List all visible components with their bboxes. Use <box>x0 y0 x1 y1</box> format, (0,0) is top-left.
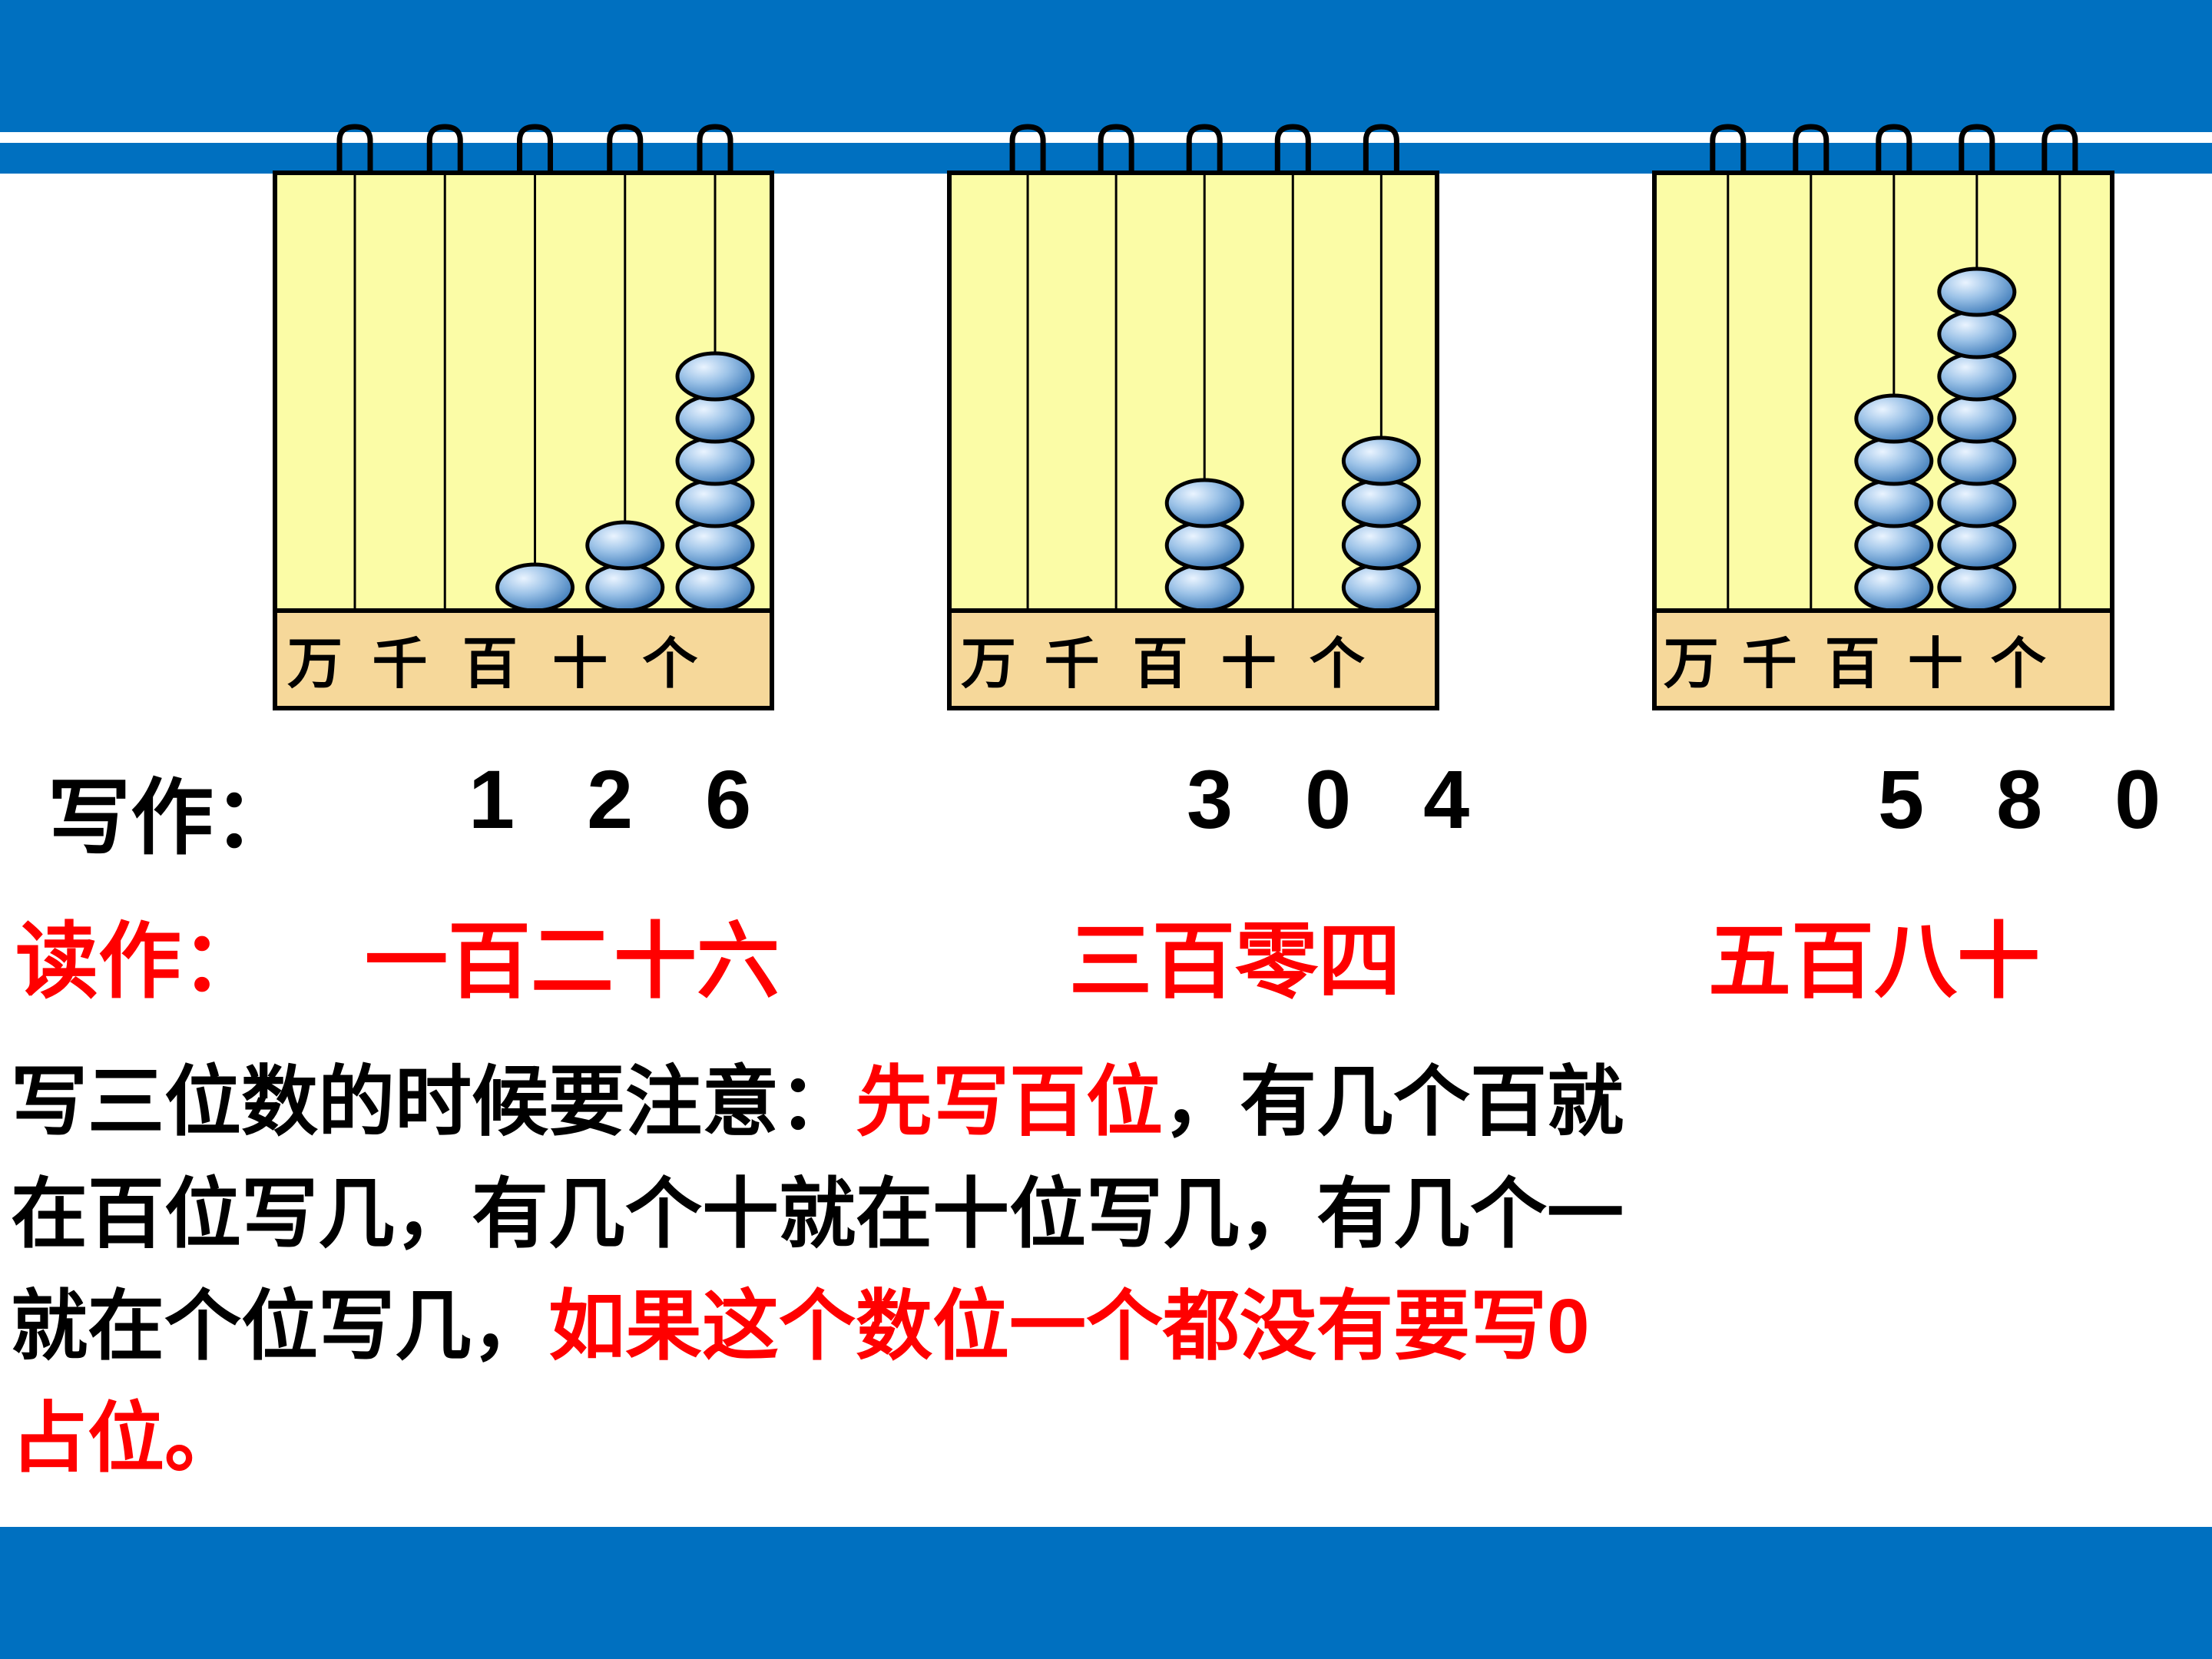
svg-text:十: 十 <box>1221 634 1277 695</box>
svg-text:百: 百 <box>1133 634 1188 695</box>
svg-text:千: 千 <box>373 634 428 695</box>
svg-text:万: 万 <box>961 634 1016 695</box>
svg-text:百: 百 <box>462 634 518 695</box>
svg-text:个: 个 <box>1310 634 1365 695</box>
svg-text:百: 百 <box>1825 634 1880 695</box>
svg-text:十: 十 <box>552 634 608 695</box>
svg-text:十: 十 <box>1908 634 1963 695</box>
svg-text:个: 个 <box>642 634 697 695</box>
svg-text:千: 千 <box>1742 634 1797 695</box>
svg-text:千: 千 <box>1045 634 1100 695</box>
svg-text:个: 个 <box>1991 634 2046 695</box>
svg-text:万: 万 <box>287 634 343 695</box>
svg-text:万: 万 <box>1664 634 1719 695</box>
